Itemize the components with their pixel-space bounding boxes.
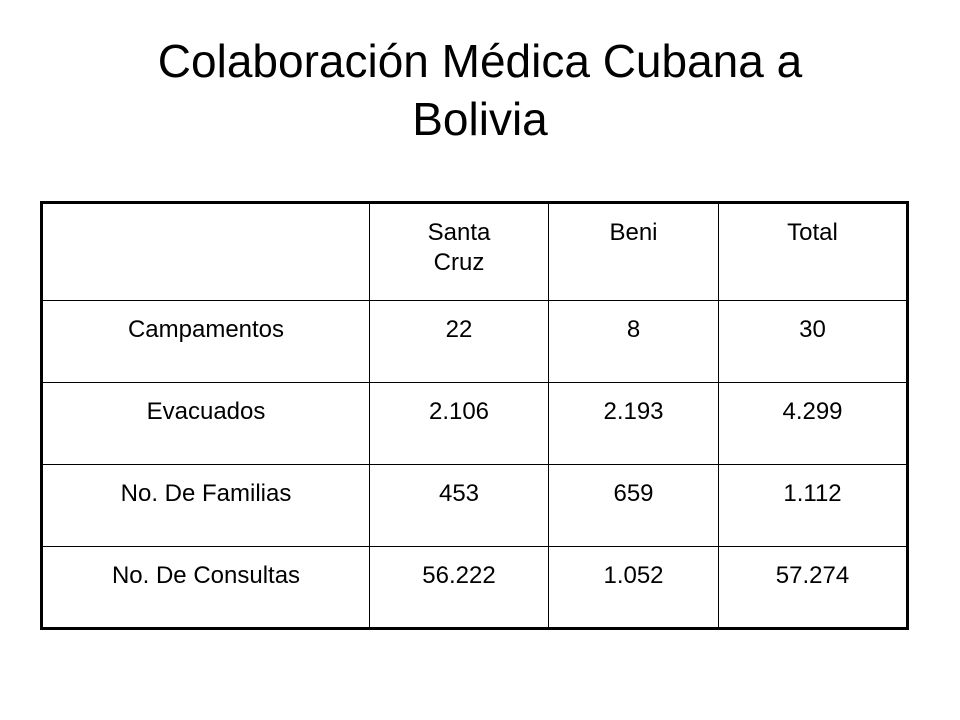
row-label: No. De Familias bbox=[41, 464, 370, 547]
cell-santa-cruz: 56.222 bbox=[369, 546, 549, 629]
cell-santa-cruz: 453 bbox=[369, 464, 549, 547]
cell-total: 57.274 bbox=[718, 546, 908, 629]
table-row: No. De Consultas 56.222 1.052 57.274 bbox=[41, 546, 908, 629]
cell-beni: 1.052 bbox=[548, 546, 719, 629]
header-total: Total bbox=[718, 202, 908, 301]
header-corner-cell bbox=[41, 202, 370, 301]
title-line-2: Bolivia bbox=[412, 93, 548, 145]
table-header-row: Santa Cruz Beni Total bbox=[41, 202, 908, 301]
slide-title: Colaboración Médica Cubana a Bolivia bbox=[60, 32, 900, 148]
table-row: Campamentos 22 8 30 bbox=[41, 300, 908, 383]
cell-beni: 659 bbox=[548, 464, 719, 547]
cell-santa-cruz: 2.106 bbox=[369, 382, 549, 465]
cell-total: 4.299 bbox=[718, 382, 908, 465]
header-beni: Beni bbox=[548, 202, 719, 301]
cell-santa-cruz: 22 bbox=[369, 300, 549, 383]
table-row: Evacuados 2.106 2.193 4.299 bbox=[41, 382, 908, 465]
row-label: Evacuados bbox=[41, 382, 370, 465]
cell-total: 1.112 bbox=[718, 464, 908, 547]
cell-beni: 8 bbox=[548, 300, 719, 383]
row-label: Campamentos bbox=[41, 300, 370, 383]
row-label: No. De Consultas bbox=[41, 546, 370, 629]
cell-beni: 2.193 bbox=[548, 382, 719, 465]
table-row: No. De Familias 453 659 1.112 bbox=[41, 464, 908, 547]
data-table: Santa Cruz Beni Total Campamentos 22 8 3… bbox=[40, 201, 909, 630]
title-line-1: Colaboración Médica Cubana a bbox=[157, 35, 803, 87]
cell-total: 30 bbox=[718, 300, 908, 383]
header-santa-cruz: Santa Cruz bbox=[369, 202, 549, 301]
header-santa-cruz-line-2: Cruz bbox=[433, 249, 485, 276]
header-santa-cruz-line-1: Santa bbox=[427, 219, 491, 246]
